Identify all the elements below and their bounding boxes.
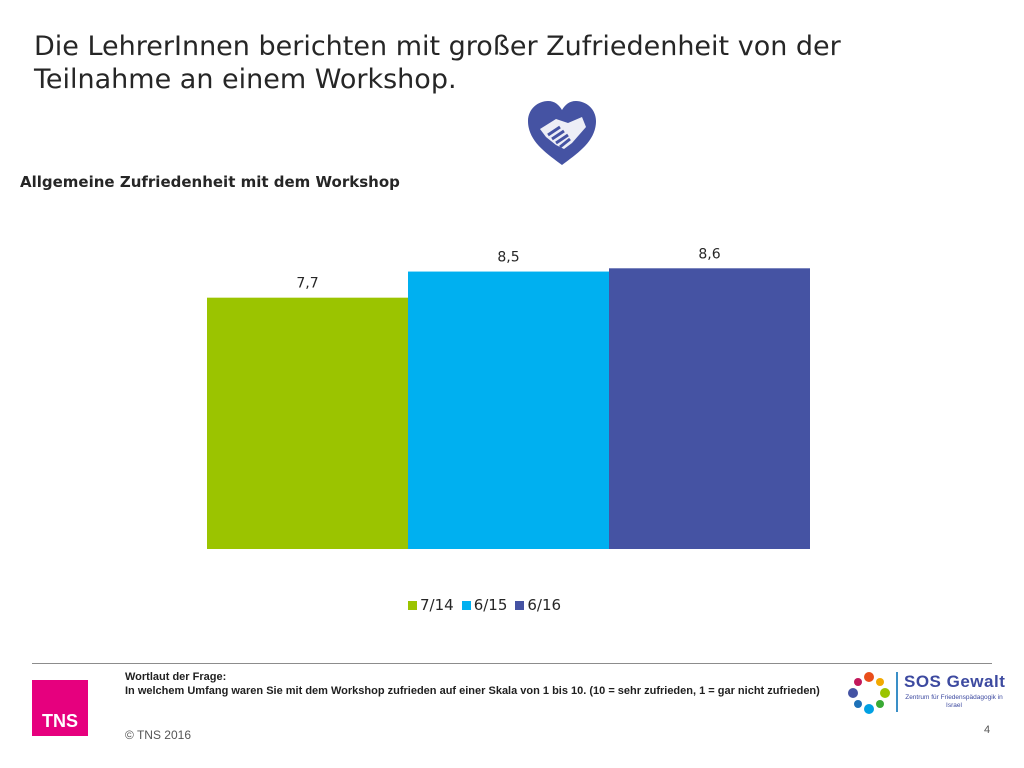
question-text: In welchem Umfang waren Sie mit dem Work… bbox=[125, 685, 820, 697]
footer-divider bbox=[32, 663, 992, 664]
bar-6-16 bbox=[609, 268, 810, 549]
legend-item-6-16: 6/16 bbox=[515, 596, 561, 614]
legend-swatch bbox=[408, 600, 417, 610]
slide-title: Die LehrerInnen berichten mit großer Zuf… bbox=[34, 31, 841, 95]
page-number: 4 bbox=[984, 724, 991, 736]
question-heading: Wortlaut der Frage: bbox=[125, 671, 227, 683]
bar-chart: 7,7 8,5 8,6 bbox=[207, 246, 810, 549]
sos-title: SOS Gewalt bbox=[904, 672, 1006, 691]
legend-swatch bbox=[515, 600, 525, 610]
legend-swatch bbox=[461, 600, 471, 610]
question-text-block: Wortlaut der Frage: In welchem Umfang wa… bbox=[125, 670, 845, 698]
data-label-7-14: 7,7 bbox=[296, 276, 318, 292]
chart-title: Allgemeine Zufriedenheit mit dem Worksho… bbox=[20, 173, 400, 191]
tns-logo-text: TNS bbox=[42, 711, 78, 731]
copyright: © TNS 2016 bbox=[125, 728, 191, 742]
sos-separator bbox=[896, 672, 898, 712]
legend-label: 6/15 bbox=[473, 596, 508, 614]
bar-6-15 bbox=[408, 271, 609, 549]
legend-item-6-15: 6/15 bbox=[461, 596, 508, 614]
sos-mark-icon bbox=[848, 672, 890, 714]
sos-gewalt-logo: SOS Gewalt Zentrum für Friedenspädagogik… bbox=[846, 670, 1006, 716]
data-label-6-16: 8,6 bbox=[698, 246, 720, 262]
legend-label: 6/16 bbox=[527, 596, 562, 614]
sos-subtitle: Zentrum für Friedenspädagogik in Israel bbox=[905, 694, 1003, 709]
data-label-6-15: 8,5 bbox=[497, 250, 519, 266]
tns-logo: TNS bbox=[32, 680, 88, 736]
legend-label: 7/14 bbox=[420, 596, 454, 614]
handshake-heart-icon bbox=[528, 101, 596, 165]
chart-legend: 7/14 6/15 6/16 bbox=[408, 596, 561, 614]
bar-7-14 bbox=[207, 297, 408, 549]
legend-item-7-14: 7/14 bbox=[408, 596, 454, 614]
